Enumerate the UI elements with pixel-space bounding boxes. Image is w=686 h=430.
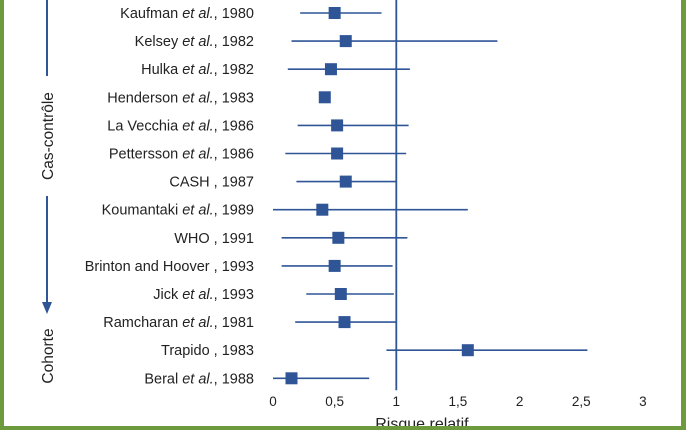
x-tick-label: 0 — [269, 394, 277, 409]
point-marker — [285, 372, 298, 385]
point-marker — [339, 35, 352, 48]
arrow-head — [42, 302, 52, 314]
point-marker — [328, 7, 341, 19]
x-tick-label: 0,5 — [325, 394, 344, 409]
study-label: Kaufman et al., 1980 — [120, 6, 254, 22]
cohort-label: Cohorte — [40, 328, 57, 383]
point-marker — [332, 231, 345, 244]
study-label: Hulka et al., 1982 — [141, 62, 254, 78]
x-axis: 0 0,5 1 1,5 2 2,5 3 Risque relatif — [269, 394, 646, 426]
forest-plot: Cas-contrôle Cohorte Kaufman et al., 1980… — [40, 0, 647, 426]
x-tick-label: 1 — [393, 394, 401, 409]
point-marker — [331, 147, 344, 160]
study-label: WHO , 1991 — [174, 231, 254, 247]
point-marker — [324, 63, 337, 76]
study-label: Beral et al., 1988 — [144, 371, 254, 387]
study-label: Koumantaki et al., 1989 — [102, 203, 254, 219]
study-label: Pettersson et al., 1986 — [109, 147, 254, 163]
design-arrow: Cas-contrôle Cohorte — [40, 0, 57, 384]
study-label: La Vecchia et al., 1986 — [107, 118, 254, 134]
study-label: Brinton and Hoover , 1993 — [85, 259, 254, 275]
confidence-intervals — [273, 12, 588, 380]
x-axis-label: Risque relatif — [375, 416, 469, 426]
study-labels: Kaufman et al., 1980 Kelsey et al., 1982 H… — [85, 6, 254, 387]
point-marker — [328, 259, 341, 272]
study-label: Henderson et al., 1983 — [107, 90, 254, 106]
point-marker — [331, 119, 344, 132]
study-label: CASH , 1987 — [169, 175, 254, 191]
case-control-label: Cas-contrôle — [40, 92, 57, 180]
x-tick-label: 1,5 — [449, 394, 468, 409]
study-label: Trapido , 1983 — [161, 343, 254, 359]
point-marker — [338, 316, 351, 329]
point-marker — [461, 344, 474, 357]
point-marker — [334, 288, 347, 300]
x-tick-label: 2,5 — [572, 394, 591, 409]
study-label: Kelsey et al., 1982 — [135, 34, 254, 50]
study-label: Jick et al., 1993 — [153, 287, 254, 303]
point-marker — [318, 91, 331, 104]
point-estimates — [285, 7, 474, 385]
figure-panel: Cas-contrôle Cohorte Kaufman et al., 1980… — [4, 0, 681, 426]
x-tick-label: 3 — [639, 394, 647, 409]
x-tick-label: 2 — [516, 394, 524, 409]
study-label: Ramcharan et al., 1981 — [103, 315, 254, 331]
point-marker — [339, 175, 352, 188]
point-marker — [316, 203, 329, 216]
